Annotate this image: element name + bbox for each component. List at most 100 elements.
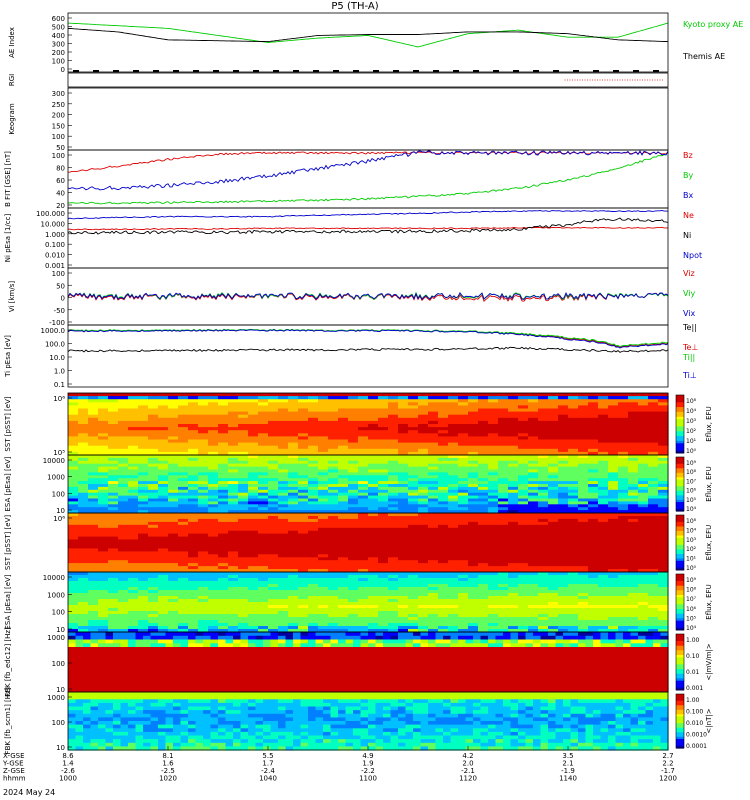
spectrogram-cell: [488, 430, 499, 434]
spectrogram-cell: [488, 560, 499, 564]
spectrogram-cell: [638, 478, 649, 482]
spectrogram-cell: [218, 539, 229, 544]
spectrogram-cell: [618, 414, 629, 419]
spectrogram-cell: [68, 405, 79, 410]
spectrogram-cell: [568, 442, 579, 447]
spectrogram-cell: [578, 554, 589, 558]
spectrogram-cell: [278, 460, 289, 465]
spectrogram-cell: [378, 518, 389, 523]
spectrogram-cell: [118, 393, 129, 397]
spectrogram-cell: [518, 472, 529, 476]
spectrogram-cell: [108, 599, 119, 603]
spectrogram-cell: [418, 433, 429, 437]
spectrogram-cell: [368, 566, 379, 570]
spectrogram-cell: [198, 548, 209, 552]
spectrogram-cell: [118, 545, 129, 550]
spectrogram-cell: [128, 548, 139, 552]
spectrogram-cell: [508, 599, 519, 603]
spectrogram-cell: [638, 539, 649, 544]
spectrogram-cell: [258, 605, 269, 609]
spectrogram-cell: [468, 501, 479, 505]
spectrogram-cell: [135, 635, 144, 641]
spectrogram-cell: [448, 620, 459, 624]
spectrogram-cell: [158, 575, 169, 579]
spectrogram-cell: [98, 593, 109, 597]
spectrogram-cell: [358, 469, 369, 473]
spectrogram-cell: [108, 463, 119, 468]
spectrogram-cell: [308, 617, 319, 621]
spectrogram-cell: [228, 478, 239, 482]
spectrogram-cell: [298, 593, 309, 597]
spectrogram-cell: [378, 498, 389, 502]
spectrogram-cell: [288, 542, 299, 547]
spectrogram-cell: [288, 411, 299, 416]
spectrogram-cell: [538, 417, 549, 422]
spectrogram-cell: [428, 427, 439, 431]
spectrogram-cell: [318, 593, 329, 597]
spectrogram-cell: [518, 486, 529, 491]
spectrogram-cell: [238, 489, 249, 494]
spectrogram-cell: [408, 623, 419, 627]
spectrogram-cell: [538, 433, 549, 437]
spectrogram-cell: [208, 569, 219, 573]
spectrogram-cell: [288, 548, 299, 552]
spectrogram-cell: [508, 430, 519, 434]
spectrogram-cell: [218, 611, 229, 615]
spectrogram-cell: [308, 587, 319, 591]
spectrogram-cell: [218, 545, 229, 550]
spectrogram-cell: [298, 518, 309, 523]
spectrogram-cell: [368, 484, 379, 488]
spectrogram-cell: [218, 430, 229, 434]
spectrogram-cell: [278, 620, 289, 624]
spectrogram-cell: [518, 420, 529, 425]
spectrogram-cell: [478, 405, 489, 410]
spectrogram-cell: [418, 518, 429, 523]
spectrogram-cell: [658, 539, 669, 544]
spectrogram-cell: [208, 489, 219, 494]
spectrogram-cell: [258, 408, 269, 413]
spectrogram-cell: [408, 396, 419, 400]
spectrogram-cell: [608, 430, 619, 434]
spectrogram-cell: [248, 620, 259, 624]
spectrogram-cell: [318, 457, 329, 462]
spectrogram-cell: [398, 518, 409, 523]
spectrogram-cell: [428, 455, 439, 459]
spectrogram-cell: [178, 584, 189, 588]
spectrogram-cell: [508, 530, 519, 535]
spectrogram-cell: [168, 533, 179, 538]
spectrogram-cell: [568, 498, 579, 502]
spectrogram-cell: [418, 578, 429, 582]
spectrogram-cell: [268, 629, 279, 633]
spectrogram-cell: [68, 626, 79, 630]
spectrogram-cell: [188, 590, 199, 594]
spectrogram-cell: [488, 530, 499, 535]
spectrogram-cell: [348, 495, 359, 500]
spectrogram-cell: [658, 518, 669, 523]
spectrogram-cell: [178, 472, 189, 476]
spectrogram-cell: [268, 524, 279, 529]
spectrogram-cell: [118, 402, 129, 406]
spectrogram-cell: [488, 566, 499, 570]
spectrogram-cell: [248, 530, 259, 535]
spectrogram-cell: [75, 684, 84, 689]
spectrogram-cell: [98, 405, 109, 410]
spectrogram-cell: [378, 542, 389, 547]
spectrogram-cell: [178, 484, 189, 488]
spectrogram-cell: [90, 632, 99, 637]
spectrogram-cell: [578, 629, 589, 633]
spectrogram-cell: [538, 489, 549, 494]
spectrogram-cell: [248, 536, 259, 541]
spectrogram-cell: [468, 563, 479, 567]
spectrogram-cell: [278, 560, 289, 564]
spectrogram-cell: [158, 539, 169, 544]
spectrogram-cell: [538, 533, 549, 538]
spectrogram-cell: [318, 472, 329, 476]
spectrogram-cell: [558, 605, 569, 609]
spectrogram-cell: [368, 569, 379, 573]
spectrogram-cell: [438, 557, 449, 561]
spectrogram-cell: [438, 492, 449, 497]
spectrogram-cell: [308, 475, 319, 479]
spectrogram-cell: [628, 566, 639, 570]
spectrogram-cell: [218, 626, 229, 630]
spectrogram-cell: [168, 430, 179, 434]
